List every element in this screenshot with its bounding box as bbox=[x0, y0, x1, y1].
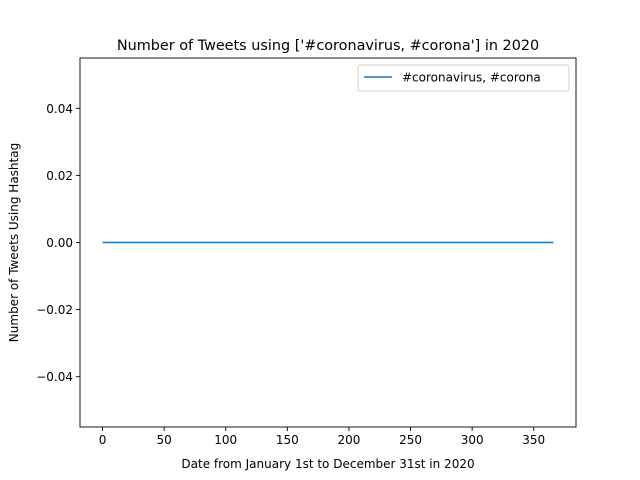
x-tick-label: 350 bbox=[522, 433, 545, 447]
x-tick-label: 50 bbox=[157, 433, 172, 447]
legend-label: #coronavirus, #corona bbox=[402, 71, 541, 85]
y-tick-label: −0.02 bbox=[36, 303, 73, 317]
x-tick-label: 150 bbox=[276, 433, 299, 447]
x-axis-label: Date from January 1st to December 31st i… bbox=[181, 457, 474, 471]
y-tick-label: −0.04 bbox=[36, 370, 73, 384]
x-tick-label: 300 bbox=[461, 433, 484, 447]
y-tick-label: 0.00 bbox=[46, 236, 73, 250]
y-tick-label: 0.02 bbox=[46, 169, 73, 183]
legend: #coronavirus, #corona bbox=[357, 64, 570, 92]
x-tick-label: 0 bbox=[99, 433, 107, 447]
x-tick-label: 250 bbox=[399, 433, 422, 447]
x-axis: 0 50 100 150 200 250 300 350 bbox=[99, 427, 545, 447]
y-axis-label: Number of Tweets Using Hashtag bbox=[7, 143, 21, 342]
legend-box bbox=[357, 64, 570, 92]
x-tick-label: 200 bbox=[337, 433, 360, 447]
y-tick-label: 0.04 bbox=[46, 102, 73, 116]
chart-title: Number of Tweets using ['#coronavirus, #… bbox=[117, 38, 539, 54]
y-axis: −0.04 −0.02 0.00 0.02 0.04 bbox=[36, 102, 80, 384]
x-tick-label: 100 bbox=[214, 433, 237, 447]
